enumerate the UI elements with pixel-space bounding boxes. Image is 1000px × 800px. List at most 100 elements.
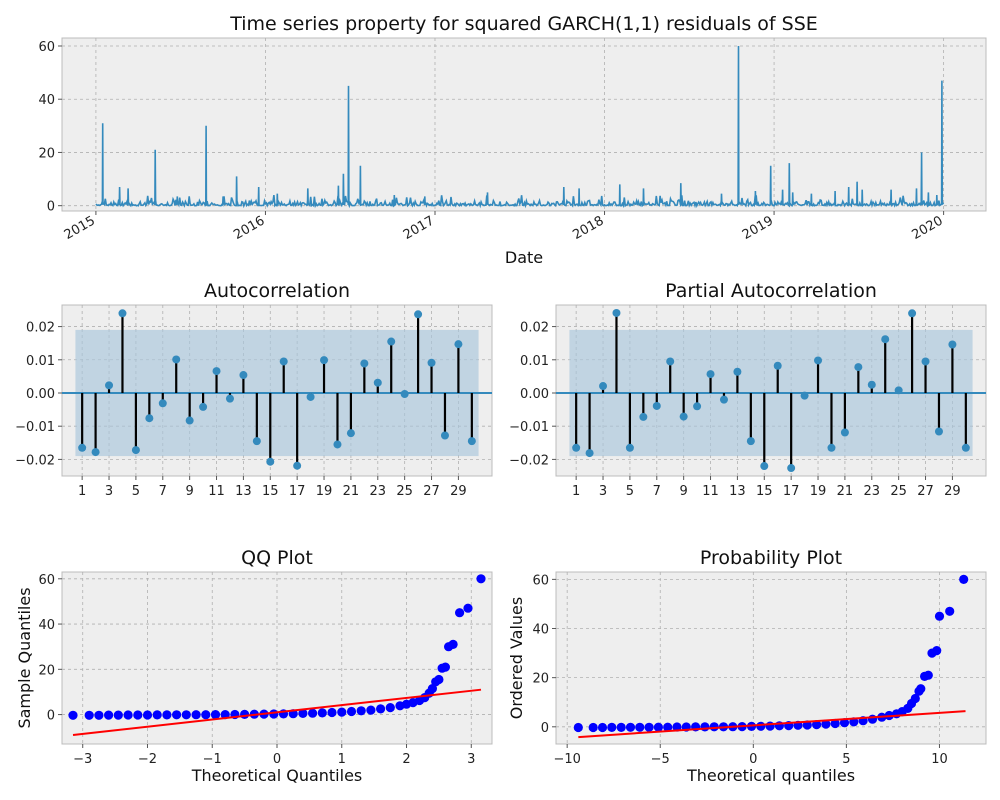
x-tick-label: 1 — [338, 752, 346, 767]
y-tick-label: 20 — [532, 672, 549, 687]
qq-point — [68, 710, 78, 720]
pacf-marker — [800, 391, 809, 400]
probability-point — [663, 722, 673, 732]
x-tick-label: 21 — [343, 484, 360, 499]
acf-marker — [212, 367, 221, 376]
x-tick-label: 11 — [208, 484, 225, 499]
x-tick-label: 9 — [680, 484, 688, 499]
qq-point — [356, 706, 366, 716]
qq-point — [162, 710, 172, 720]
probability-point — [644, 722, 654, 732]
x-tick-label: 10 — [931, 752, 948, 767]
probability-fit-line — [578, 710, 966, 739]
acf-marker — [387, 337, 396, 346]
probability-xlabel: Theoretical quantiles — [686, 766, 855, 785]
acf-marker — [225, 394, 234, 403]
pacf-marker — [733, 367, 742, 376]
qq-point — [434, 674, 444, 685]
x-tick-label: 17 — [289, 484, 306, 499]
pacf-marker — [840, 428, 849, 437]
qq-point — [366, 705, 376, 715]
probability-point — [830, 718, 840, 729]
x-tick-label: 0 — [273, 752, 281, 767]
probability-point — [756, 721, 766, 731]
pacf-marker — [854, 363, 863, 372]
qq-point — [385, 703, 395, 713]
qq-point — [210, 710, 221, 720]
x-tick-label: 2020 — [909, 213, 945, 243]
x-tick-label: 2015 — [62, 213, 98, 243]
x-tick-label: −5 — [651, 752, 670, 767]
x-tick-label: 15 — [262, 484, 279, 499]
x-tick-label: 29 — [450, 484, 467, 499]
pacf-marker — [652, 401, 661, 410]
x-tick-label: −1 — [203, 752, 222, 767]
qq-xlabel: Theoretical Quantiles — [191, 766, 363, 785]
probability-axes — [555, 571, 987, 745]
y-tick-label: 0 — [541, 721, 549, 736]
x-tick-label: 3 — [105, 484, 113, 499]
probability-point — [597, 722, 608, 733]
pacf-title: Partial Autocorrelation — [665, 280, 877, 302]
x-tick-label: 11 — [702, 484, 719, 499]
pacf-marker — [787, 464, 796, 473]
y-tick-label: −0.01 — [509, 420, 549, 435]
y-tick-label: 60 — [38, 40, 55, 55]
timeseries-xlabel: Date — [505, 248, 543, 267]
acf-marker — [145, 414, 154, 423]
probability-title: Probability Plot — [700, 547, 842, 569]
pacf-marker — [773, 361, 782, 370]
y-tick-label: 60 — [38, 573, 55, 588]
pacf-marker — [746, 437, 755, 446]
qq-point — [142, 710, 153, 720]
pacf-marker — [693, 402, 702, 411]
x-tick-label: 23 — [864, 484, 881, 499]
acf-marker — [454, 340, 463, 349]
acf-marker — [172, 355, 181, 364]
probability-point — [839, 718, 850, 728]
x-tick-label: 1 — [572, 484, 580, 499]
qq-point — [308, 708, 318, 718]
probability-point — [765, 721, 775, 731]
acf-marker — [360, 359, 369, 368]
acf-marker — [440, 431, 449, 440]
probability-point — [945, 606, 955, 616]
probability-point — [700, 722, 710, 732]
x-tick-label: 1 — [78, 484, 86, 499]
acf-marker — [239, 371, 248, 380]
acf-marker — [320, 356, 329, 365]
acf-marker — [118, 309, 127, 318]
qq-panel: −3 −2 −1 0 1 2 3 0 20 40 60 QQ Plot Theoretical Q… — [15, 547, 493, 785]
acf-panel: 1 3 5 7 9 11 13 15 17 19 21 23 25 27 29 −0.02−0.010.00… — [15, 280, 493, 499]
x-tick-label: −3 — [73, 752, 92, 767]
y-tick-label: 60 — [532, 573, 549, 588]
y-tick-label: −0.01 — [15, 420, 55, 435]
pacf-marker — [894, 386, 903, 395]
probability-point — [573, 722, 583, 733]
pacf-marker — [572, 443, 581, 452]
y-tick-label: 40 — [38, 93, 55, 108]
pacf-marker — [625, 443, 634, 452]
pacf-marker — [719, 395, 728, 404]
probability-point — [812, 720, 822, 730]
probability-point — [672, 722, 682, 732]
probability-point — [959, 574, 969, 585]
probability-point — [923, 670, 933, 680]
qq-point — [476, 574, 486, 584]
y-tick-label: 40 — [532, 623, 549, 638]
acf-marker — [266, 457, 275, 466]
x-tick-label: 27 — [917, 484, 934, 499]
pacf-marker — [706, 370, 715, 379]
qq-point — [133, 710, 143, 720]
acf-marker — [185, 416, 194, 425]
qq-point — [463, 603, 473, 613]
qq-point — [123, 710, 133, 720]
probability-panel: −10 −5 0 5 10 0 20 40 60 Probability Plot Theor… — [507, 547, 987, 785]
qq-point — [455, 608, 465, 618]
x-tick-label: 19 — [316, 484, 333, 499]
qq-point — [240, 709, 250, 720]
acf-marker — [293, 461, 302, 470]
x-tick-label: 13 — [235, 484, 252, 499]
x-tick-label: −2 — [138, 752, 157, 767]
